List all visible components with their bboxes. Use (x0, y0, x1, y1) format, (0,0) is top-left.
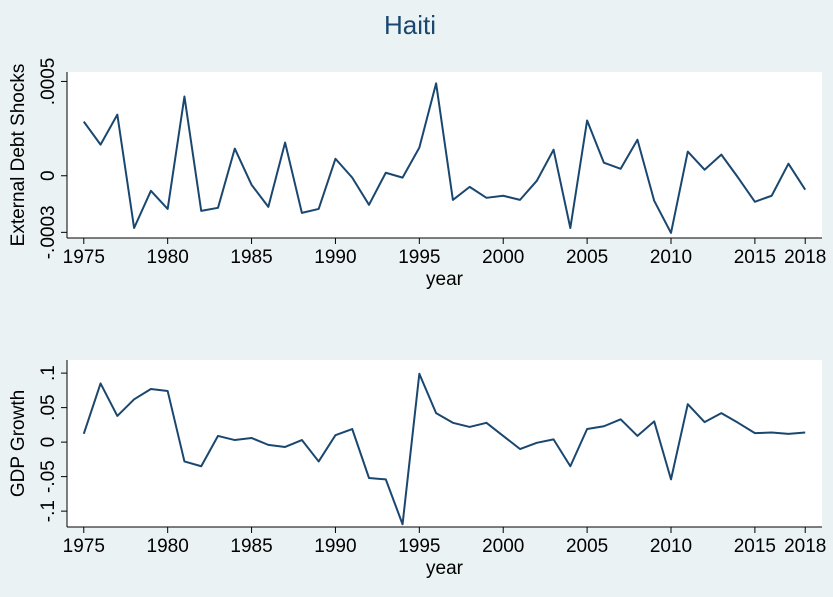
y-tick-label: 0 (38, 170, 59, 181)
x-tick-label: 2005 (566, 536, 608, 557)
plot-area (67, 72, 822, 238)
x-tick-label: 2000 (482, 536, 524, 557)
x-tick-label: 2010 (650, 247, 692, 268)
y-tick-label: -.05 (38, 460, 59, 493)
x-tick-label: 1975 (63, 536, 105, 557)
plot-area (67, 360, 822, 527)
y-axis-title: GDP Growth (8, 390, 29, 497)
x-tick-label: 2018 (784, 247, 826, 268)
x-tick-label: 1995 (398, 247, 440, 268)
x-tick-label: 2015 (734, 247, 776, 268)
x-tick-label: 2005 (566, 247, 608, 268)
x-tick-label: 2010 (650, 536, 692, 557)
x-axis-title: year (426, 558, 464, 579)
y-axis-title: External Debt Shocks (8, 64, 29, 247)
y-tick-label: .1 (38, 365, 59, 381)
x-tick-label: 2018 (784, 536, 826, 557)
y-tick-label: .05 (38, 394, 59, 420)
x-axis-title: year (426, 269, 464, 290)
chart-title: Haiti (384, 10, 436, 40)
data-line (82, 82, 807, 234)
x-tick-label: 1980 (147, 247, 189, 268)
x-tick-label: 1995 (398, 536, 440, 557)
y-tick-label: -.0003 (38, 205, 59, 259)
x-tick-label: 1975 (63, 247, 105, 268)
y-tick-label: -.1 (38, 500, 59, 522)
x-tick-label: 2015 (734, 536, 776, 557)
x-tick-label: 1985 (230, 247, 272, 268)
x-tick-label: 1990 (314, 536, 356, 557)
y-tick-label: 0 (38, 437, 59, 448)
x-tick-label: 1985 (230, 536, 272, 557)
x-tick-label: 1980 (147, 536, 189, 557)
data-line (82, 372, 806, 526)
x-tick-label: 2000 (482, 247, 524, 268)
y-tick-label: .0005 (38, 58, 59, 106)
x-tick-label: 1990 (314, 247, 356, 268)
